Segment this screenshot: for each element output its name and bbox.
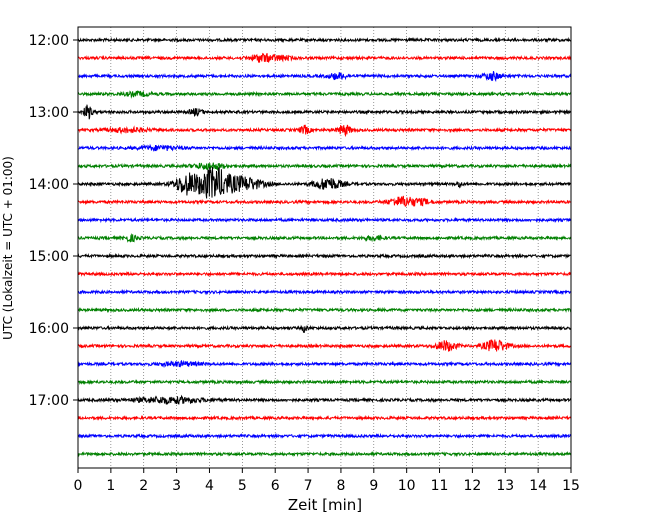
trace-1230 — [77, 71, 572, 83]
x-tick-label: 7 — [304, 478, 313, 494]
x-tick-label: 2 — [139, 478, 148, 494]
y-tick-label: 15:00 — [29, 249, 69, 265]
trace-1745 — [77, 450, 572, 458]
x-tick-label: 1 — [106, 478, 115, 494]
x-axis-label: Zeit [min] — [288, 496, 362, 514]
x-tick-label: 11 — [431, 478, 449, 494]
x-axis-ticks: 0 1 2 3 4 5 6 7 8 9 10 11 12 13 14 15 — [74, 468, 580, 494]
trace-1200 — [77, 36, 572, 44]
y-axis-ticks: 12:00 13:00 14:00 15:00 16:00 17:00 — [29, 33, 78, 409]
y-tick-label: 13:00 — [29, 105, 69, 121]
trace-1630 — [77, 359, 572, 368]
trace-1400 — [77, 166, 572, 199]
y-tick-label: 12:00 — [29, 33, 69, 49]
trace-1315 — [77, 124, 572, 138]
trace-1545 — [77, 306, 572, 314]
x-tick-label: 0 — [74, 478, 83, 494]
y-tick-label: 16:00 — [29, 321, 69, 337]
x-tick-label: 6 — [271, 478, 280, 494]
trace-1345 — [77, 162, 572, 171]
trace-1215 — [77, 52, 572, 63]
x-tick-label: 8 — [336, 478, 345, 494]
trace-1600 — [77, 324, 572, 333]
seismic-traces — [77, 36, 572, 458]
trace-1300 — [77, 104, 572, 120]
x-tick-label: 3 — [172, 478, 181, 494]
x-tick-label: 4 — [205, 478, 214, 494]
y-tick-label: 14:00 — [29, 177, 69, 193]
x-tick-label: 13 — [496, 478, 514, 494]
trace-1330 — [77, 143, 572, 152]
x-tick-label: 9 — [369, 478, 378, 494]
x-tick-label: 10 — [398, 478, 416, 494]
y-tick-label: 17:00 — [29, 393, 69, 409]
trace-1415 — [77, 195, 572, 207]
trace-1445 — [77, 233, 572, 243]
trace-1615 — [77, 339, 572, 352]
y-axis-label: UTC (Lokalzeit = UTC + 01:00) — [1, 156, 15, 340]
trace-1645 — [77, 378, 572, 386]
trace-1245 — [77, 90, 572, 99]
plot-frame — [77, 26, 572, 469]
x-tick-label: 5 — [238, 478, 247, 494]
x-tick-label: 12 — [463, 478, 481, 494]
trace-1730 — [77, 432, 572, 440]
trace-1715 — [77, 414, 572, 422]
x-tick-label: 15 — [562, 478, 580, 494]
trace-1530 — [77, 288, 572, 296]
trace-1700 — [77, 394, 572, 405]
trace-1515 — [77, 270, 572, 278]
x-tick-label: 14 — [529, 478, 547, 494]
trace-1500 — [77, 252, 572, 260]
trace-1430 — [77, 216, 572, 224]
